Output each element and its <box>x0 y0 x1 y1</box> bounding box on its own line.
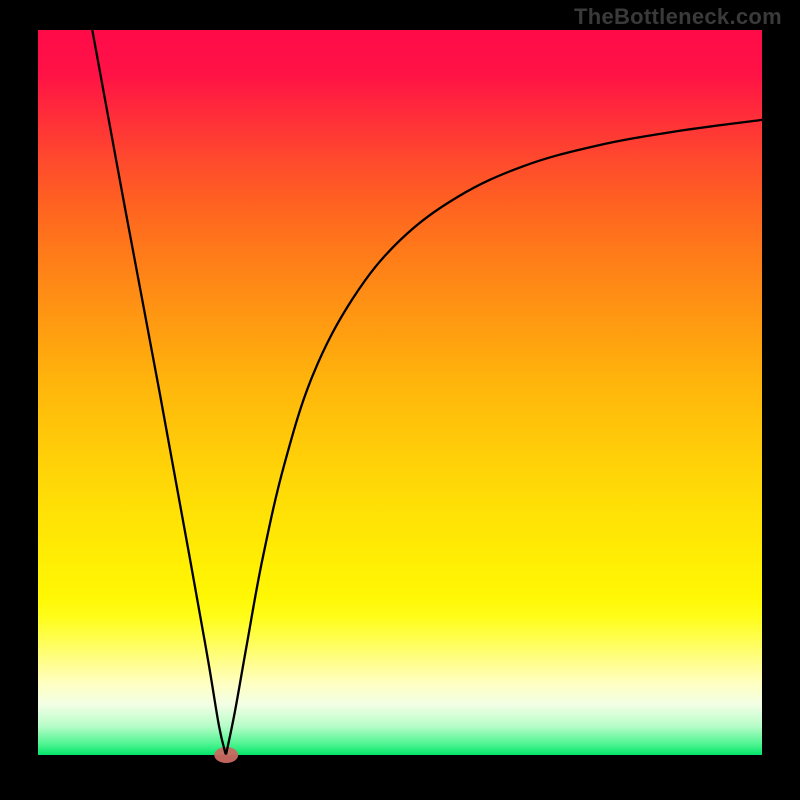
chart-container: TheBottleneck.com <box>0 0 800 800</box>
bottleneck-curve-chart <box>0 0 800 800</box>
watermark-text: TheBottleneck.com <box>574 4 782 30</box>
plot-background <box>38 30 762 755</box>
